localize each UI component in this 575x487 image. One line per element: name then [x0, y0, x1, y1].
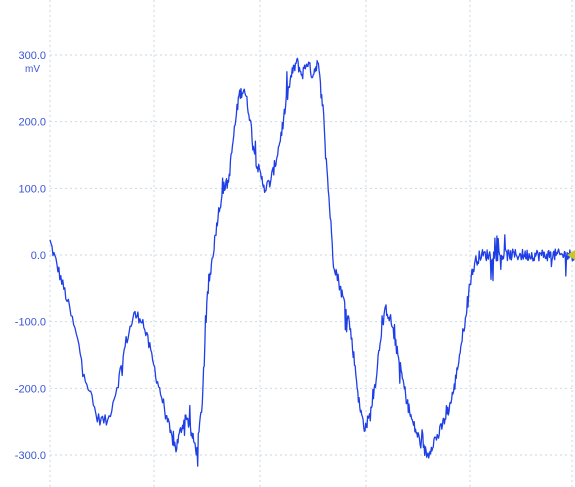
y-axis-labels: 300.0 200.0 100.0 0.0 -100.0 -200.0 -300.0: [15, 50, 46, 462]
y-tick-label: 0.0: [31, 250, 46, 262]
trigger-level-marker[interactable]: [567, 250, 575, 260]
y-unit-label: mV: [25, 64, 40, 75]
series-line: [49, 57, 575, 467]
trigger-marker-layer: [567, 250, 575, 260]
y-tick-label: -100.0: [15, 317, 46, 329]
grid: [49, 0, 575, 487]
y-tick-label: -200.0: [15, 383, 46, 395]
trace-layer: [49, 57, 575, 467]
y-tick-label: 100.0: [18, 183, 46, 195]
y-tick-label: 200.0: [18, 117, 46, 129]
y-tick-label: 300.0: [18, 50, 46, 62]
y-tick-label: -300.0: [15, 450, 46, 462]
